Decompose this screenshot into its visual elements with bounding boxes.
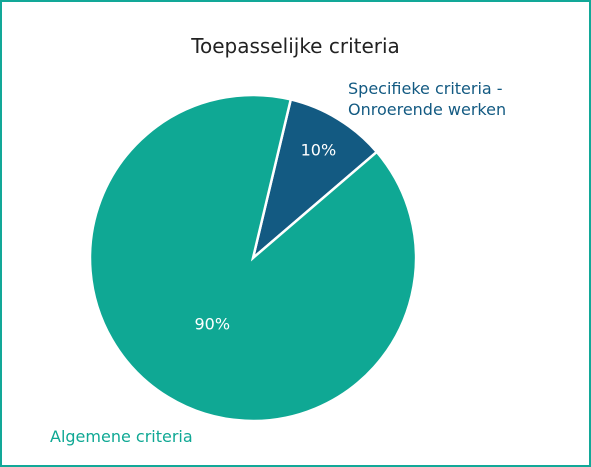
- category-label: Algemene criteria: [50, 427, 193, 446]
- slice-label: 10%: [301, 140, 337, 159]
- slice-label: 90%: [194, 314, 230, 333]
- pie-slice: [250, 97, 379, 262]
- pie-slice: [88, 93, 418, 423]
- chart-title: Toepasselijke criteria: [191, 34, 400, 58]
- category-label: Specifieke criteria - Onroerende werken: [348, 79, 507, 119]
